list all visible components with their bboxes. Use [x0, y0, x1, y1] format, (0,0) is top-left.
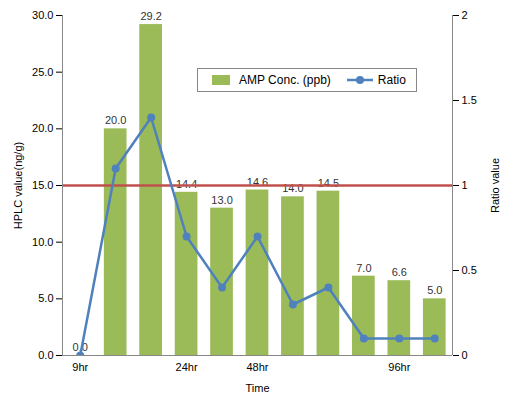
html-text:AMP Conc. (ppb): AMP Conc. (ppb): [239, 73, 331, 87]
svg-text:13.0: 13.0: [211, 194, 232, 206]
svg-text:Ratio value: Ratio value: [489, 158, 501, 213]
svg-text:10.0: 10.0: [32, 236, 53, 248]
svg-text:Time: Time: [245, 382, 269, 394]
svg-text:6.6: 6.6: [392, 266, 407, 278]
svg-text:14.4: 14.4: [176, 178, 197, 190]
svg-text:14.6: 14.6: [246, 175, 269, 188]
svg-text:HPLC value(ng/g): HPLC value(ng/g): [12, 142, 24, 229]
svg-text:15.0: 15.0: [32, 179, 53, 191]
svg-text:5.0: 5.0: [427, 284, 442, 296]
svg-text:20.0: 20.0: [32, 122, 53, 134]
svg-text:29.2: 29.2: [140, 10, 161, 22]
svg-text:7.0: 7.0: [356, 262, 371, 274]
svg-text:0.0: 0.0: [72, 341, 88, 353]
svg-text:2: 2: [462, 9, 468, 21]
svg-text:14.0: 14.0: [282, 182, 303, 194]
svg-text:96hr: 96hr: [388, 361, 410, 373]
svg-text:0.5: 0.5: [462, 264, 477, 276]
svg-text:1: 1: [462, 179, 468, 191]
svg-text:1.5: 1.5: [462, 94, 477, 106]
svg-text:9hr: 9hr: [72, 361, 88, 373]
svg-text:5.0: 5.0: [38, 292, 53, 304]
svg-text:14.5: 14.5: [318, 177, 339, 189]
svg-text:24hr: 24hr: [176, 361, 198, 373]
html-text:Ratio: Ratio: [377, 73, 406, 87]
svg-text:0: 0: [462, 349, 468, 361]
svg-text:25.0: 25.0: [32, 66, 53, 78]
svg-text:0.0: 0.0: [38, 349, 53, 361]
svg-text:20.0: 20.0: [105, 114, 126, 126]
svg-text:48hr: 48hr: [246, 361, 268, 373]
svg-text:30.0: 30.0: [32, 9, 53, 21]
